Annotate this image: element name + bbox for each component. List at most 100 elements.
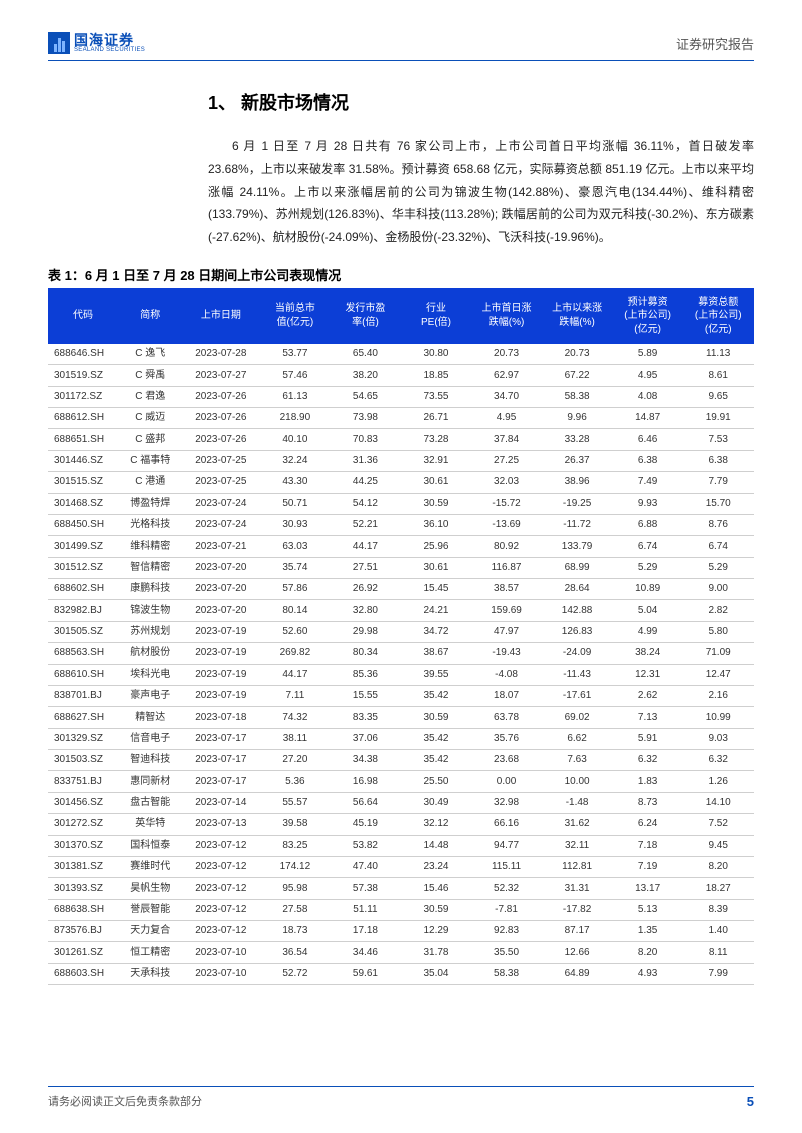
table-cell: 2023-07-12 — [182, 835, 260, 856]
table-row: 688610.SH埃科光电2023-07-1944.1785.3639.55-4… — [48, 664, 754, 685]
table-header-cell: 行业PE(倍) — [401, 288, 472, 344]
table-cell: 7.79 — [683, 472, 754, 493]
table-cell: 6.38 — [612, 450, 683, 471]
table-cell: 盘古智能 — [119, 792, 182, 813]
table-cell: 28.64 — [542, 579, 613, 600]
table-cell: 85.36 — [330, 664, 401, 685]
table-cell: 142.88 — [542, 600, 613, 621]
table-cell: 10.89 — [612, 579, 683, 600]
table-row: 301446.SZC 福事特2023-07-2532.2431.3632.912… — [48, 450, 754, 471]
table-cell: 5.04 — [612, 600, 683, 621]
table-cell: 73.28 — [401, 429, 472, 450]
table-row: 301393.SZ昊帆生物2023-07-1295.9857.3815.4652… — [48, 878, 754, 899]
table-cell: 43.30 — [260, 472, 331, 493]
table-cell: 116.87 — [471, 557, 542, 578]
table-cell: 2023-07-19 — [182, 643, 260, 664]
table-cell: C 舜禹 — [119, 365, 182, 386]
table-cell: 5.91 — [612, 728, 683, 749]
table-cell: 833751.BJ — [48, 771, 119, 792]
table-cell: 301329.SZ — [48, 728, 119, 749]
table-row: 688646.SHC 逸飞2023-07-2853.7765.4030.8020… — [48, 344, 754, 365]
table-cell: 4.95 — [471, 408, 542, 429]
table-cell: 47.97 — [471, 621, 542, 642]
table-cell: 35.76 — [471, 728, 542, 749]
table-cell: 52.72 — [260, 963, 331, 984]
table-cell: 56.64 — [330, 792, 401, 813]
table-cell: 70.83 — [330, 429, 401, 450]
table-cell: 维科精密 — [119, 536, 182, 557]
company-logo: 国海证券 SEALAND SECURITIES — [48, 32, 145, 54]
table-cell: 26.37 — [542, 450, 613, 471]
table-cell: 8.20 — [612, 942, 683, 963]
table-cell: 25.96 — [401, 536, 472, 557]
table-cell: 688638.SH — [48, 899, 119, 920]
table-row: 873576.BJ天力复合2023-07-1218.7317.1812.2992… — [48, 921, 754, 942]
table-cell: 112.81 — [542, 856, 613, 877]
table-cell: 2023-07-20 — [182, 579, 260, 600]
table-cell: 30.80 — [401, 344, 472, 365]
table-row: 301515.SZC 港通2023-07-2543.3044.2530.6132… — [48, 472, 754, 493]
table-cell: 61.13 — [260, 386, 331, 407]
table-cell: 39.55 — [401, 664, 472, 685]
page-header: 国海证券 SEALAND SECURITIES 证券研究报告 — [48, 32, 754, 61]
table-cell: 2023-07-20 — [182, 557, 260, 578]
table-header-cell: 发行市盈率(倍) — [330, 288, 401, 344]
table-cell: 18.73 — [260, 921, 331, 942]
logo-mark-icon — [48, 32, 70, 54]
table-cell: 2023-07-17 — [182, 728, 260, 749]
table-cell: 2023-07-26 — [182, 429, 260, 450]
table-cell: 688563.SH — [48, 643, 119, 664]
table-cell: 7.63 — [542, 750, 613, 771]
table-row: 301505.SZ苏州规划2023-07-1952.6029.9834.7247… — [48, 621, 754, 642]
table-cell: 44.17 — [260, 664, 331, 685]
ipo-performance-table: 代码简称上市日期当前总市值(亿元)发行市盈率(倍)行业PE(倍)上市首日涨跌幅(… — [48, 288, 754, 985]
table-cell: 688610.SH — [48, 664, 119, 685]
table-cell: 30.59 — [401, 493, 472, 514]
table-cell: 31.62 — [542, 814, 613, 835]
table-cell: 4.93 — [612, 963, 683, 984]
table-cell: 34.46 — [330, 942, 401, 963]
table-cell: 35.42 — [401, 750, 472, 771]
table-cell: 31.78 — [401, 942, 472, 963]
table-cell: 9.96 — [542, 408, 613, 429]
table-cell: 国科恒泰 — [119, 835, 182, 856]
table-cell: 873576.BJ — [48, 921, 119, 942]
table-cell: 63.03 — [260, 536, 331, 557]
table-cell: 6.32 — [612, 750, 683, 771]
table-cell: 80.92 — [471, 536, 542, 557]
table-cell: 301456.SZ — [48, 792, 119, 813]
table-cell: 天承科技 — [119, 963, 182, 984]
table-cell: 7.52 — [683, 814, 754, 835]
table-cell: 301515.SZ — [48, 472, 119, 493]
table-cell: 55.57 — [260, 792, 331, 813]
table-cell: 8.73 — [612, 792, 683, 813]
table-cell: 7.49 — [612, 472, 683, 493]
table-cell: 30.61 — [401, 557, 472, 578]
table-cell: 57.46 — [260, 365, 331, 386]
table-row: 301512.SZ智信精密2023-07-2035.7427.5130.6111… — [48, 557, 754, 578]
table-row: 833751.BJ惠同新材2023-07-175.3616.9825.500.0… — [48, 771, 754, 792]
table-cell: 38.96 — [542, 472, 613, 493]
table-cell: 锦波生物 — [119, 600, 182, 621]
table-cell: 18.27 — [683, 878, 754, 899]
table-cell: 20.73 — [471, 344, 542, 365]
table-cell: 30.59 — [401, 707, 472, 728]
table-cell: 80.14 — [260, 600, 331, 621]
table-cell: 47.40 — [330, 856, 401, 877]
table-cell: 688450.SH — [48, 514, 119, 535]
table-cell: 35.04 — [401, 963, 472, 984]
table-cell: 64.89 — [542, 963, 613, 984]
table-cell: 8.11 — [683, 942, 754, 963]
table-cell: 54.12 — [330, 493, 401, 514]
table-cell: 9.93 — [612, 493, 683, 514]
table-cell: 英华特 — [119, 814, 182, 835]
table-cell: 12.47 — [683, 664, 754, 685]
table-cell: C 君逸 — [119, 386, 182, 407]
table-cell: 2023-07-19 — [182, 664, 260, 685]
table-row: 688602.SH康鹏科技2023-07-2057.8626.9215.4538… — [48, 579, 754, 600]
table-cell: 73.55 — [401, 386, 472, 407]
table-cell: 94.77 — [471, 835, 542, 856]
table-cell: 36.54 — [260, 942, 331, 963]
table-cell: 269.82 — [260, 643, 331, 664]
table-cell: 688646.SH — [48, 344, 119, 365]
